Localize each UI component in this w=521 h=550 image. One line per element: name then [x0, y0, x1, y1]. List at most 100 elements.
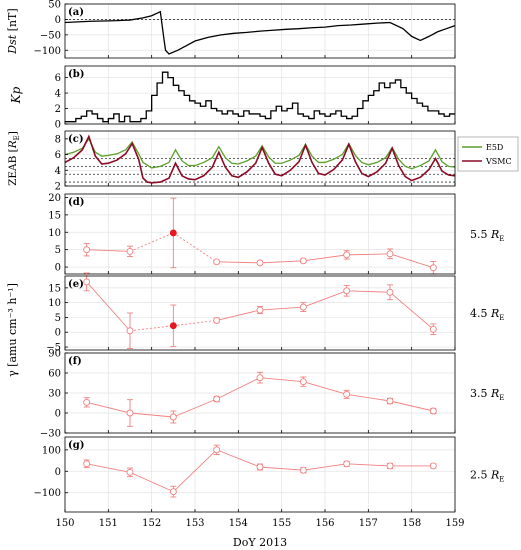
- connector-line: [216, 449, 261, 468]
- connector-line: [86, 401, 131, 414]
- shell-label: 3.5 RE: [470, 387, 504, 402]
- legend-box: [457, 136, 519, 172]
- data-point-g: [386, 462, 394, 470]
- zeab-y-axis-label: ZEAB [RE]: [7, 131, 21, 186]
- y-tick-label: 50: [48, 0, 61, 11]
- dst-y-axis-label: Dst [nT]: [6, 8, 19, 54]
- data-point-e: [126, 327, 134, 335]
- y-tick-label: 0: [55, 328, 61, 339]
- data-point-d: [386, 250, 394, 258]
- x-tick-label: 156: [315, 518, 334, 529]
- panel-frame: [64, 193, 456, 275]
- data-point-g: [429, 462, 437, 470]
- y-tick-label: 4: [55, 166, 61, 177]
- y-tick-label: 0: [55, 263, 61, 274]
- x-tick-label: 154: [229, 518, 248, 529]
- data-point-e: [429, 325, 437, 333]
- y-tick-label: −100: [34, 488, 61, 499]
- panel-frame: [64, 3, 456, 59]
- y-tick-label: 5: [55, 245, 61, 256]
- panel-label: (g): [68, 440, 84, 451]
- data-point-g: [169, 488, 177, 496]
- panel-label: (b): [68, 69, 84, 80]
- x-tick-label: 152: [142, 518, 161, 529]
- connector-line: [389, 291, 434, 330]
- connector-line: [129, 412, 174, 418]
- y-tick-label: 10: [48, 228, 61, 239]
- data-point-e: [213, 316, 221, 324]
- panel-frame: [64, 65, 456, 125]
- data-point-d: [343, 251, 351, 259]
- x-tick-label: 155: [272, 518, 291, 529]
- data-point-e: [386, 288, 394, 296]
- connector-line: [303, 463, 347, 471]
- y-tick-label: 60: [48, 369, 61, 380]
- shell-label: 2.5 RE: [470, 469, 504, 484]
- connector-line: [346, 253, 391, 256]
- connector-line: [346, 463, 391, 467]
- y-tick-label: 0: [55, 467, 61, 478]
- y-tick-label: 6: [55, 73, 61, 84]
- connector-line: [86, 281, 131, 332]
- y-tick-label: 10: [48, 298, 61, 309]
- shell-label: 5.5 RE: [470, 228, 504, 243]
- panel-b: 0 2 4 6 (b) Kp: [9, 65, 456, 131]
- connector-line: [303, 290, 347, 308]
- connector-line: [173, 232, 217, 263]
- y-tick-label: 5: [55, 313, 61, 324]
- connector-line: [216, 261, 261, 264]
- x-tick-label: 153: [185, 518, 204, 529]
- data-point-f: [169, 413, 177, 421]
- panel-frame: [64, 130, 456, 187]
- y-tick-label: −30: [40, 429, 61, 440]
- data-point-d: [299, 257, 307, 265]
- connector-line: [389, 400, 434, 412]
- data-point-d: [429, 264, 437, 272]
- y-tick-label: 15: [48, 210, 61, 221]
- connector-line: [216, 309, 261, 321]
- connector-line: [129, 471, 174, 493]
- connector-line: [259, 260, 304, 264]
- data-point-g: [343, 460, 351, 468]
- connector-line: [173, 319, 217, 327]
- panel-a: −100 −50 0 50 (a) Dst [nT]: [6, 0, 456, 59]
- connector-line: [216, 377, 261, 400]
- data-point-f: [126, 409, 134, 417]
- data-point-f: [386, 397, 394, 405]
- data-point-g: [256, 463, 264, 471]
- y-tick-label: 30: [48, 389, 61, 400]
- connector-line: [346, 393, 391, 402]
- data-point-g: [299, 466, 307, 474]
- connector-line: [259, 306, 304, 311]
- panel-label: (d): [68, 197, 84, 208]
- y-tick-label: 20: [48, 193, 61, 204]
- y-tick-label: 6: [55, 150, 61, 161]
- data-point-e: [299, 303, 307, 311]
- panel-label: (a): [68, 7, 84, 18]
- panel-label: (f): [68, 356, 82, 367]
- series-line-b: [65, 71, 455, 123]
- y-tick-label: 90: [48, 349, 61, 360]
- y-tick-label: 2: [55, 104, 61, 115]
- x-tick-label: 151: [99, 518, 118, 529]
- shell-label: 4.5 RE: [470, 307, 504, 322]
- y-tick-label: 0: [55, 15, 61, 26]
- legend-entry-e5d: E5D: [486, 143, 503, 152]
- y-tick-label: 4: [55, 89, 61, 100]
- data-point-f: [343, 390, 351, 398]
- x-axis-label: DoY 2013: [233, 536, 287, 549]
- panel-label: (c): [68, 134, 84, 145]
- connector-line: [173, 398, 217, 418]
- panel-label: (e): [68, 279, 84, 290]
- data-point-g: [126, 468, 134, 476]
- connector-line: [303, 254, 347, 262]
- data-point-e: [256, 306, 264, 314]
- panel-e: −5 0 5 10 15 (e) 4.5 RE: [46, 272, 504, 354]
- y-tick-label: 0: [55, 120, 61, 131]
- legend-entry-vsmc: VSMC: [485, 157, 512, 166]
- data-point-e: [343, 287, 351, 295]
- data-point-d: [126, 247, 134, 255]
- x-tick-label: 150: [55, 518, 74, 529]
- data-point-g: [213, 446, 221, 454]
